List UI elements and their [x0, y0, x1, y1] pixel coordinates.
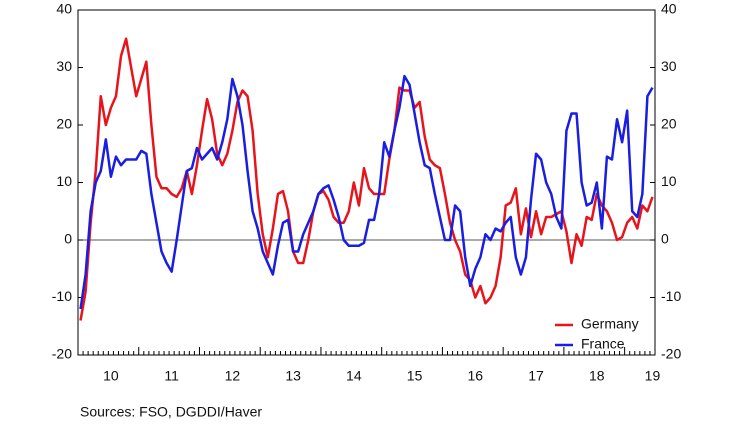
legend-label: France — [581, 336, 625, 352]
y-tick-label: 10 — [56, 173, 72, 189]
y2-tick-label: -10 — [661, 288, 681, 304]
y-tick-label: 30 — [56, 58, 72, 74]
y-tick-label: -10 — [52, 288, 72, 304]
legend-label: Germany — [581, 316, 639, 332]
x-tick-label: 16 — [468, 368, 484, 384]
x-tick-label: 17 — [528, 368, 544, 384]
y2-tick-label: 30 — [661, 58, 677, 74]
y2-tick-label: 0 — [661, 231, 669, 247]
y-tick-label: 40 — [56, 1, 72, 17]
x-tick-label: 10 — [103, 368, 119, 384]
y2-tick-label: 10 — [661, 173, 677, 189]
y2-tick-label: 40 — [661, 1, 677, 17]
series-line — [79, 74, 654, 310]
x-tick-label: 13 — [285, 368, 301, 384]
x-tick-label: 15 — [407, 368, 423, 384]
series-line — [79, 37, 654, 321]
y-tick-label: -20 — [52, 346, 72, 362]
source-note: Sources: FSO, DGDDI/Haver — [80, 404, 262, 420]
y2-tick-label: -20 — [661, 346, 681, 362]
x-tick-label: 12 — [225, 368, 241, 384]
y2-tick-label: 20 — [661, 116, 677, 132]
y-tick-label: 0 — [64, 231, 72, 247]
x-tick-label: 11 — [164, 368, 179, 384]
y-tick-label: 20 — [56, 116, 72, 132]
x-tick-label: 19 — [645, 368, 661, 384]
plot-frame — [77, 9, 656, 356]
x-tick-label: 14 — [346, 368, 362, 384]
x-tick-label: 18 — [589, 368, 605, 384]
